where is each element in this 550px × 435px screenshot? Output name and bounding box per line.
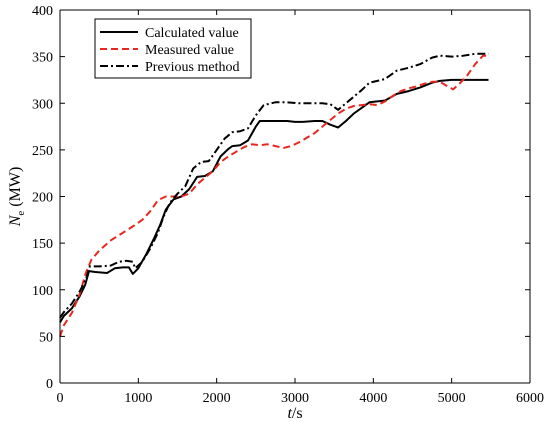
x-tick-label: 2000 xyxy=(203,391,231,406)
y-axis-title-unit: (MW) xyxy=(7,167,24,211)
ticks-group: 0 1000 2000 3000 4000 5000 6000 0 50 100 150 200 250… xyxy=(32,4,544,406)
legend-box xyxy=(94,18,252,79)
y-tick-label: 150 xyxy=(32,237,53,252)
x-tick-label: 1000 xyxy=(124,391,152,406)
x-tick-label: 5000 xyxy=(438,391,466,406)
series-group xyxy=(59,52,489,337)
legend: Calculated value Measured value Previous… xyxy=(94,18,252,79)
y-tick-label: 0 xyxy=(46,377,53,392)
x-tick-label: 4000 xyxy=(359,391,387,406)
y-axis-title: Ne (MW) xyxy=(7,167,27,228)
y-axis-title-sub: e xyxy=(15,211,27,216)
y-tick-label: 200 xyxy=(32,191,53,206)
x-tick-label: 6000 xyxy=(516,391,544,406)
series-line-previous-method xyxy=(59,52,489,319)
x-tick-label: 3000 xyxy=(281,391,309,406)
y-tick-label: 350 xyxy=(32,51,53,66)
legend-label-measured: Measured value xyxy=(145,43,234,58)
y-tick-label: 250 xyxy=(32,144,53,159)
y-tick-label: 100 xyxy=(32,284,53,299)
series-line-calculated-value xyxy=(59,78,489,323)
y-tick-label: 300 xyxy=(32,97,53,112)
x-axis-title-var: t xyxy=(287,405,292,422)
y-axis-title-var: N xyxy=(7,214,24,227)
series-line-measured-value xyxy=(59,54,489,337)
x-axis-title: t/s xyxy=(287,405,302,422)
y-tick-label: 400 xyxy=(32,4,53,19)
x-axis-title-unit: /s xyxy=(292,405,303,422)
legend-label-calculated: Calculated value xyxy=(145,26,239,41)
x-tick-label: 0 xyxy=(57,391,64,406)
legend-label-previous: Previous method xyxy=(145,60,240,75)
y-tick-label: 50 xyxy=(39,330,53,345)
